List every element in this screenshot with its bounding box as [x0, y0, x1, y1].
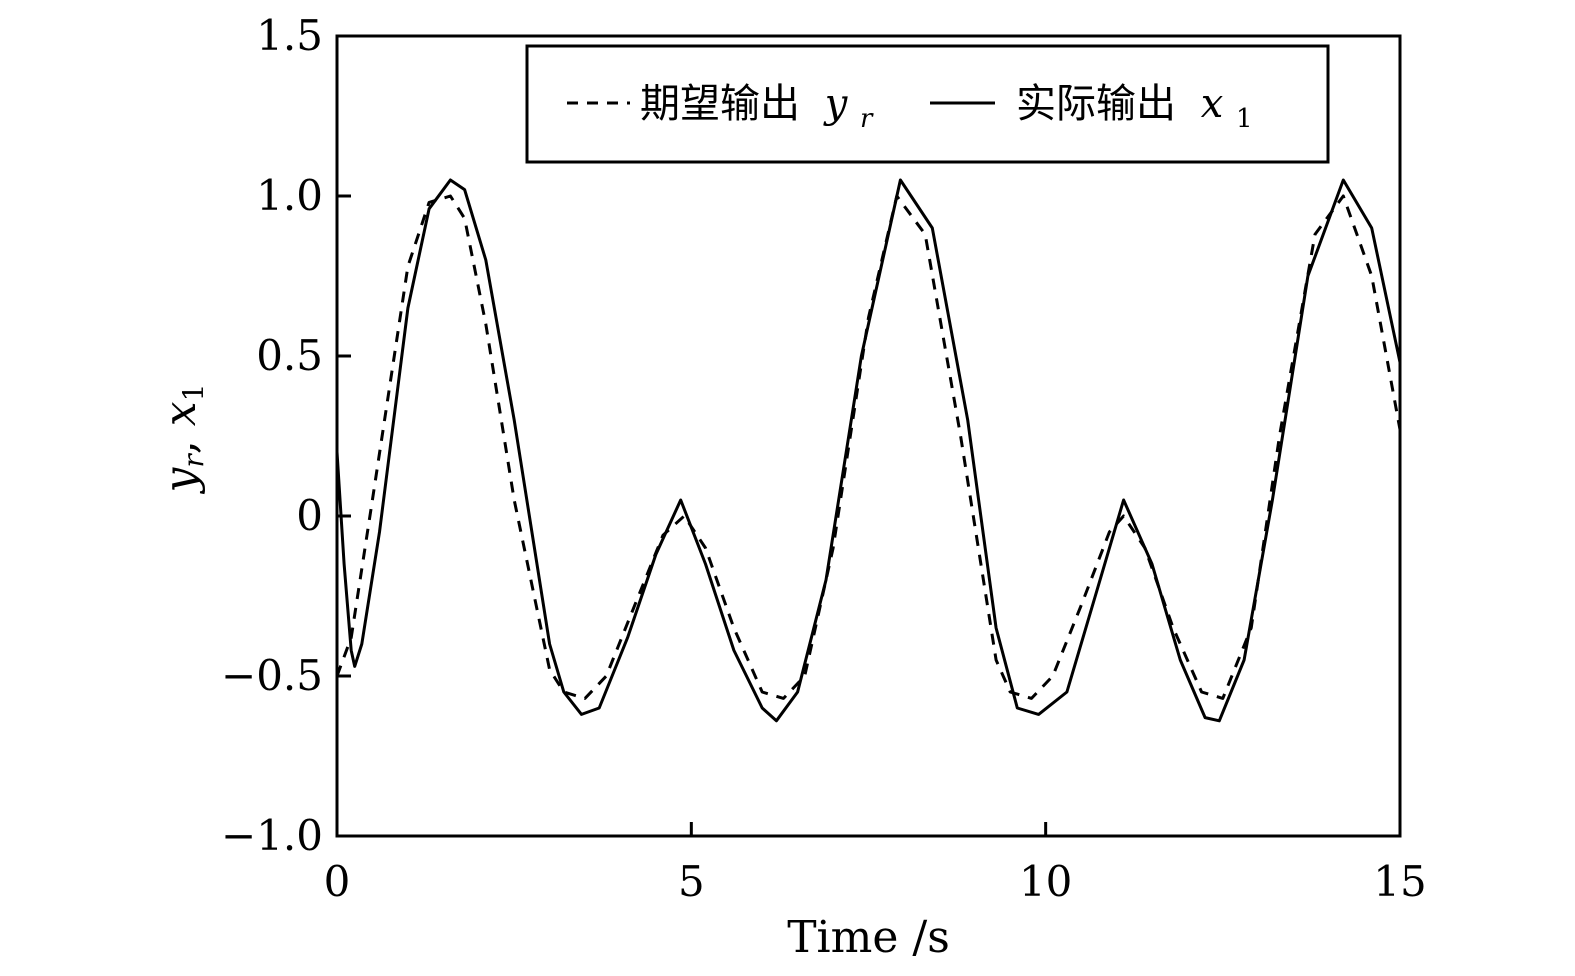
- y-tick-label: −0.5: [221, 651, 323, 700]
- y-tick-label: 0.5: [256, 331, 323, 380]
- legend-label-desired-sub: r: [860, 104, 874, 134]
- y-axis-label-y: y: [155, 466, 206, 494]
- legend-label-desired-text: 期望输出: [640, 81, 800, 127]
- y-tick-label: 0: [296, 491, 323, 540]
- legend-box: [525, 44, 1330, 164]
- x-tick-label: 10: [1019, 857, 1072, 906]
- series-desired-line: [335, 194, 1402, 700]
- y-axis-label-r: r: [177, 453, 210, 468]
- y-axis-label: yr, x1: [155, 384, 210, 495]
- legend-label-desired-var: y: [823, 81, 849, 127]
- y-axis-label-sep: ,: [155, 426, 206, 454]
- legend-label-actual: 实际输出 x 1: [1016, 81, 1253, 134]
- x-tick-label: 15: [1373, 857, 1426, 906]
- y-axis-label-x: x: [155, 401, 206, 426]
- ticks-layer: 0 5 10 15 −1.0 −0.5 0 0.5 1.0 1.5: [221, 11, 1427, 906]
- legend-label-actual-sub: 1: [1236, 104, 1253, 134]
- legend-label-actual-text: 实际输出: [1016, 81, 1176, 127]
- x-tick-label: 0: [324, 857, 351, 906]
- legend-label-actual-var: x: [1201, 81, 1224, 127]
- y-tick-label: 1.0: [256, 171, 323, 220]
- plot-frame: [335, 34, 1402, 838]
- series-layer: [335, 178, 1402, 723]
- y-tick-label: −1.0: [221, 811, 323, 860]
- series-actual-line: [335, 178, 1402, 723]
- y-tick-label: 1.5: [256, 11, 323, 60]
- y-axis-label-one: 1: [177, 384, 210, 402]
- x-axis-label: Time /s: [787, 912, 950, 963]
- x-tick-label: 5: [678, 857, 705, 906]
- legend-label-desired: 期望输出 y r: [640, 81, 874, 134]
- legend: 期望输出 y r 实际输出 x 1: [525, 44, 1330, 164]
